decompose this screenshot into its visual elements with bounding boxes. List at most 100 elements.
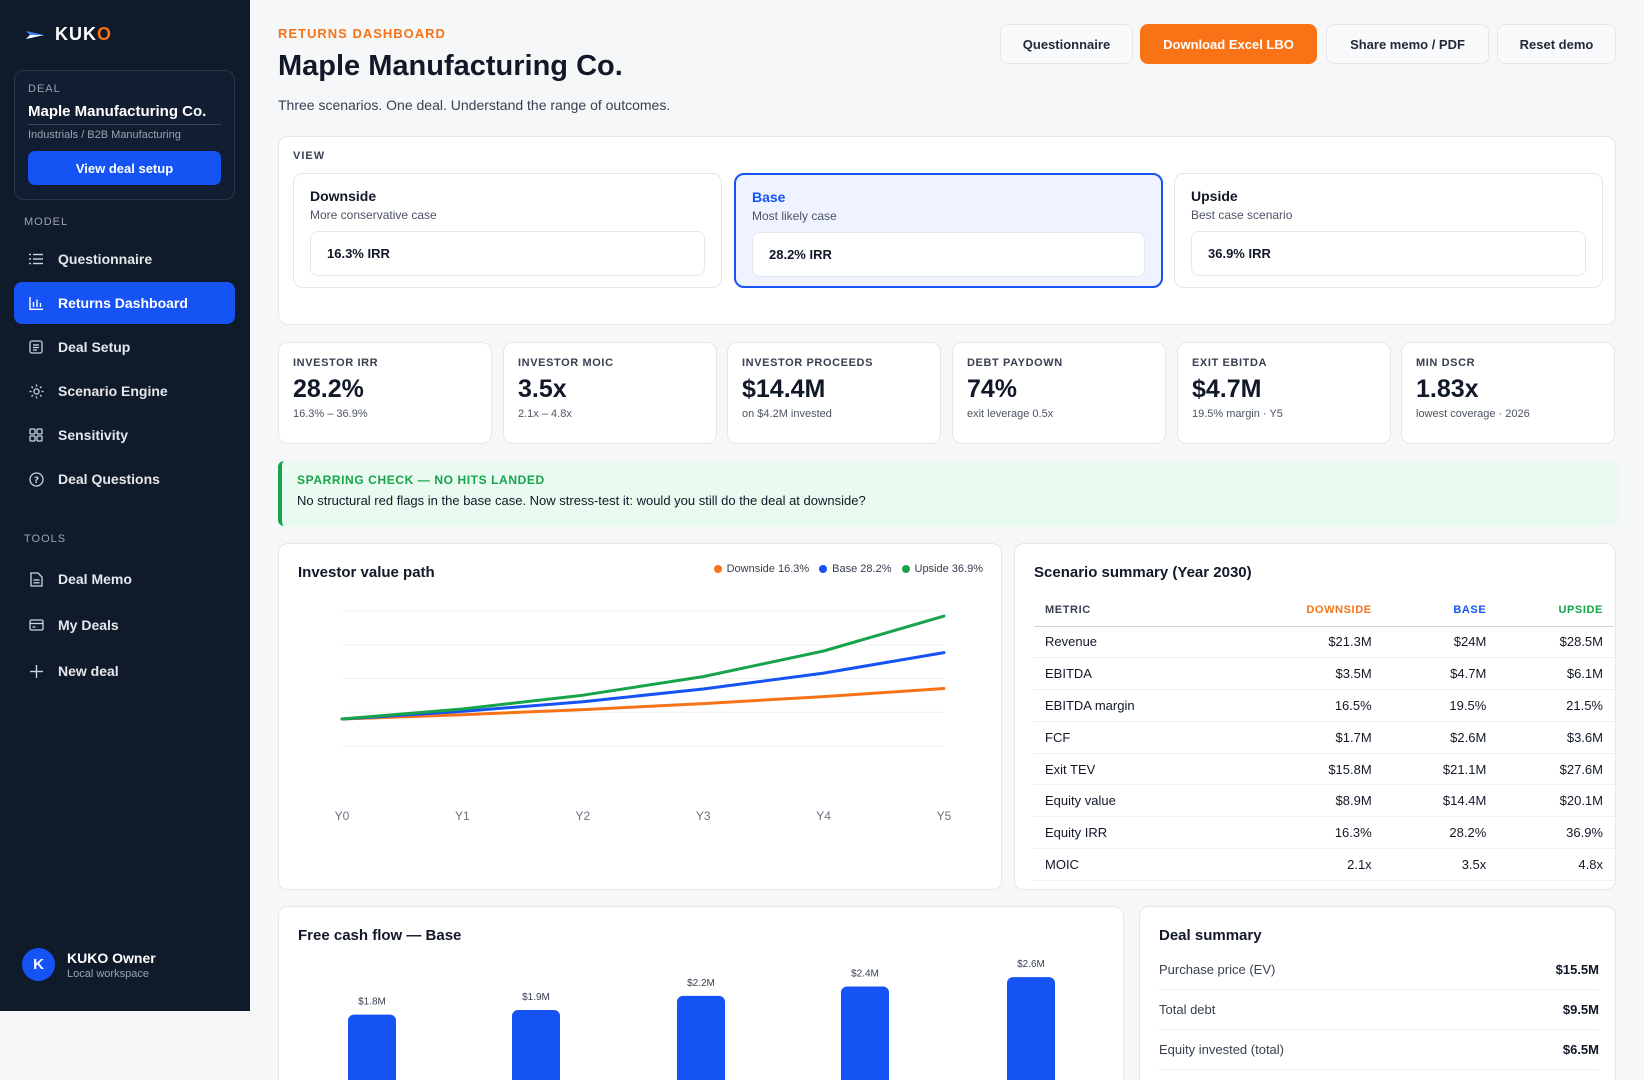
kpi-label: INVESTOR MOIC: [518, 357, 614, 369]
x-tick-label: Y1: [455, 809, 470, 823]
nav-returns-dashboard[interactable]: Returns Dashboard: [14, 282, 235, 324]
metric-cell: Equity value: [1034, 784, 1230, 818]
kpi-value: $4.7M: [1192, 375, 1262, 403]
value-cell: $1.7M: [1229, 721, 1383, 754]
kpi-investor-irr: INVESTOR IRR 28.2% 16.3% – 36.9%: [278, 342, 492, 444]
legend-label: Base 28.2%: [832, 563, 892, 575]
kpi-value: $14.4M: [742, 375, 826, 403]
nav-deal-memo[interactable]: Deal Memo: [14, 558, 235, 600]
deal-label: DEAL: [28, 83, 61, 95]
kpi-label: INVESTOR PROCEEDS: [742, 357, 874, 369]
nav-deal-questions[interactable]: ? Deal Questions: [14, 458, 235, 500]
sun-gear-icon: [28, 383, 44, 399]
bar-value-label: $2.2M: [687, 978, 715, 989]
kpi-label: INVESTOR IRR: [293, 357, 379, 369]
kpi-debt-paydown: DEBT PAYDOWN 74% exit leverage 0.5x: [952, 342, 1166, 444]
value-cell: $20.1M: [1497, 784, 1614, 818]
chart-legend: Downside 16.3% Base 28.2% Upside 36.9%: [713, 563, 984, 575]
table-row: Exit TEV $15.8M $21.1M $27.6M: [1034, 753, 1614, 786]
fcf-bar: [348, 1014, 396, 1080]
metric-cell: Equity IRR: [1034, 816, 1230, 850]
reset-demo-button[interactable]: Reset demo: [1497, 24, 1616, 64]
kpi-min-dscr: MIN DSCR 1.83x lowest coverage · 2026: [1401, 342, 1615, 444]
col-header-upside: UPSIDE: [1497, 594, 1614, 627]
nav-label: Scenario Engine: [58, 383, 168, 399]
col-header-metric: METRIC: [1034, 594, 1230, 627]
value-cell: $3.5M: [1229, 657, 1383, 691]
table-row: Revenue $21.3M $24M $28.5M: [1034, 626, 1614, 659]
value-cell: 28.2%: [1382, 816, 1498, 850]
alert-body: No structural red flags in the base case…: [297, 493, 866, 508]
questionnaire-button[interactable]: Questionnaire: [1000, 24, 1133, 64]
value-cell: $6.1M: [1497, 657, 1614, 691]
value-cell: 36.9%: [1497, 816, 1614, 850]
metric-cell: Revenue: [1034, 626, 1230, 659]
nav-questionnaire[interactable]: Questionnaire: [14, 238, 235, 280]
value-cell: $4.7M: [1382, 657, 1498, 691]
user-profile[interactable]: K KUKO Owner Local workspace: [22, 948, 156, 981]
legend-label: Upside 36.9%: [914, 563, 984, 575]
sidebar: KUKO DEAL Maple Manufacturing Co. Indust…: [0, 0, 250, 1011]
deal-summary-row: Equity invested (total) $6.5M: [1159, 1030, 1599, 1070]
table-header-row: METRIC DOWNSIDE BASE UPSIDE: [1034, 594, 1614, 627]
scenario-irr: 36.9% IRR: [1191, 231, 1586, 276]
nav-deal-setup[interactable]: Deal Setup: [14, 326, 235, 368]
kpi-value: 74%: [967, 375, 1018, 403]
list-icon: [28, 251, 44, 267]
nav-new-deal[interactable]: New deal: [14, 650, 235, 692]
kuko-logo-icon: [26, 30, 44, 39]
scenario-summary-table: METRIC DOWNSIDE BASE UPSIDE Revenue $21.3…: [1034, 594, 1614, 881]
brand[interactable]: KUKO: [25, 24, 112, 45]
deal-summary-value: $9.5M: [1562, 1002, 1599, 1017]
nav-label: Deal Setup: [58, 339, 131, 355]
nav-my-deals[interactable]: My Deals: [14, 604, 235, 646]
card-icon: [28, 617, 44, 633]
view-deal-setup-button[interactable]: View deal setup: [28, 151, 221, 185]
value-cell: 4.8x: [1497, 848, 1614, 881]
share-memo-button[interactable]: Share memo / PDF: [1326, 24, 1489, 64]
bar-value-label: $1.9M: [522, 992, 550, 1003]
table-row: FCF $1.7M $2.6M $3.6M: [1034, 721, 1614, 754]
nav-scenario-engine[interactable]: Scenario Engine: [14, 370, 235, 412]
table-title: Scenario summary (Year 2030): [1034, 564, 1252, 581]
nav-sensitivity[interactable]: Sensitivity: [14, 414, 235, 456]
nav-label: Deal Memo: [58, 571, 132, 587]
series-line: [340, 687, 946, 721]
x-tick-label: Y4: [816, 809, 831, 823]
value-cell: $8.9M: [1229, 784, 1383, 818]
download-excel-button[interactable]: Download Excel LBO: [1140, 24, 1317, 64]
nav-label: My Deals: [58, 617, 119, 633]
kpi-value: 1.83x: [1416, 375, 1479, 403]
value-cell: 16.3%: [1229, 816, 1383, 850]
scenario-desc: Best case scenario: [1191, 208, 1293, 222]
table-row: Equity IRR 16.3% 28.2% 36.9%: [1034, 816, 1614, 850]
page-title: Maple Manufacturing Co.: [278, 50, 623, 82]
scenario-card-upside[interactable]: Upside Best case scenario 36.9% IRR: [1174, 173, 1603, 288]
col-header-base: BASE: [1382, 594, 1498, 627]
table-row: Equity value $8.9M $14.4M $20.1M: [1034, 784, 1614, 818]
deal-summary-row: Purchase price (EV) $15.5M: [1159, 950, 1599, 990]
value-cell: 21.5%: [1497, 689, 1614, 722]
value-cell: 2.1x: [1229, 848, 1383, 881]
scenario-name: Downside: [310, 188, 377, 204]
deal-sector: Industrials / B2B Manufacturing: [28, 129, 181, 141]
scenario-desc: Most likely case: [752, 209, 837, 223]
document-list-icon: [28, 339, 44, 355]
view-label: VIEW: [293, 150, 326, 162]
table-row: EBITDA $3.5M $4.7M $6.1M: [1034, 657, 1614, 691]
col-header-downside: DOWNSIDE: [1229, 594, 1383, 627]
question-circle-icon: ?: [28, 471, 44, 487]
legend-item-base: Base 28.2%: [819, 563, 892, 575]
scenario-card-base[interactable]: Base Most likely case 28.2% IRR: [734, 173, 1163, 288]
scenario-card-downside[interactable]: Downside More conservative case 16.3% IR…: [293, 173, 722, 288]
grid-icon: [28, 427, 44, 443]
deal-name: Maple Manufacturing Co.: [28, 103, 221, 125]
x-tick-label: Y5: [937, 809, 952, 823]
nav-label: New deal: [58, 663, 119, 679]
value-cell: 16.5%: [1229, 689, 1383, 722]
deal-summary-label: Purchase price (EV): [1159, 962, 1276, 977]
series-line: [340, 614, 946, 721]
metric-cell: MOIC: [1034, 848, 1230, 881]
nav-label: Returns Dashboard: [58, 295, 188, 311]
series-line: [340, 651, 946, 721]
